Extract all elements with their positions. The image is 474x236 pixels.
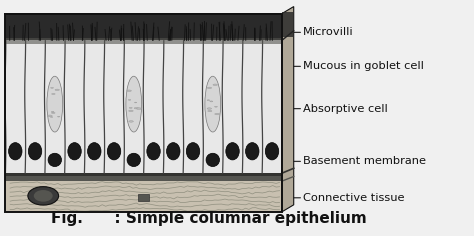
Ellipse shape bbox=[137, 108, 141, 110]
Ellipse shape bbox=[88, 143, 101, 160]
Ellipse shape bbox=[213, 84, 218, 85]
Ellipse shape bbox=[128, 99, 131, 100]
Ellipse shape bbox=[52, 93, 55, 95]
Ellipse shape bbox=[226, 143, 239, 160]
Ellipse shape bbox=[68, 143, 81, 160]
Ellipse shape bbox=[147, 143, 160, 160]
Ellipse shape bbox=[28, 143, 42, 160]
Ellipse shape bbox=[47, 115, 52, 117]
Ellipse shape bbox=[28, 187, 59, 205]
Ellipse shape bbox=[52, 112, 55, 114]
Ellipse shape bbox=[246, 143, 259, 160]
Ellipse shape bbox=[206, 153, 219, 167]
Ellipse shape bbox=[126, 76, 142, 132]
Ellipse shape bbox=[135, 102, 137, 103]
Ellipse shape bbox=[34, 190, 53, 202]
Bar bbox=[138, 194, 148, 201]
Ellipse shape bbox=[128, 110, 133, 112]
Text: Fig.      : Simple columnar epithelium: Fig. : Simple columnar epithelium bbox=[51, 211, 366, 226]
Ellipse shape bbox=[208, 110, 212, 112]
Bar bbox=[5, 173, 282, 181]
Ellipse shape bbox=[9, 143, 22, 160]
Bar bbox=[5, 40, 282, 173]
Bar bbox=[5, 14, 282, 40]
Ellipse shape bbox=[265, 143, 279, 160]
Text: Basement membrane: Basement membrane bbox=[282, 156, 426, 166]
Ellipse shape bbox=[57, 116, 60, 117]
Ellipse shape bbox=[51, 111, 54, 112]
Ellipse shape bbox=[55, 89, 59, 91]
Bar bbox=[5, 14, 282, 212]
Ellipse shape bbox=[215, 113, 219, 115]
Ellipse shape bbox=[207, 108, 211, 109]
Ellipse shape bbox=[186, 143, 200, 160]
Ellipse shape bbox=[210, 101, 213, 102]
Text: Mucous in goblet cell: Mucous in goblet cell bbox=[282, 61, 424, 71]
Ellipse shape bbox=[48, 153, 62, 167]
Text: Microvilli: Microvilli bbox=[282, 27, 354, 37]
Polygon shape bbox=[282, 7, 294, 212]
Ellipse shape bbox=[215, 106, 218, 107]
Ellipse shape bbox=[207, 100, 210, 101]
Ellipse shape bbox=[134, 107, 138, 109]
Ellipse shape bbox=[207, 87, 211, 88]
Ellipse shape bbox=[50, 117, 53, 118]
Bar bbox=[282, 12, 294, 37]
Ellipse shape bbox=[51, 87, 54, 88]
Ellipse shape bbox=[127, 153, 140, 167]
Ellipse shape bbox=[166, 143, 180, 160]
Ellipse shape bbox=[127, 90, 131, 92]
Ellipse shape bbox=[47, 76, 63, 132]
Ellipse shape bbox=[107, 143, 121, 160]
Text: Connective tissue: Connective tissue bbox=[282, 193, 405, 203]
Bar bbox=[5, 38, 282, 43]
Bar bbox=[5, 173, 282, 176]
Bar bbox=[5, 181, 282, 212]
Text: Absorptive cell: Absorptive cell bbox=[282, 104, 388, 114]
Ellipse shape bbox=[129, 121, 133, 122]
Ellipse shape bbox=[129, 107, 132, 108]
Ellipse shape bbox=[205, 76, 221, 132]
